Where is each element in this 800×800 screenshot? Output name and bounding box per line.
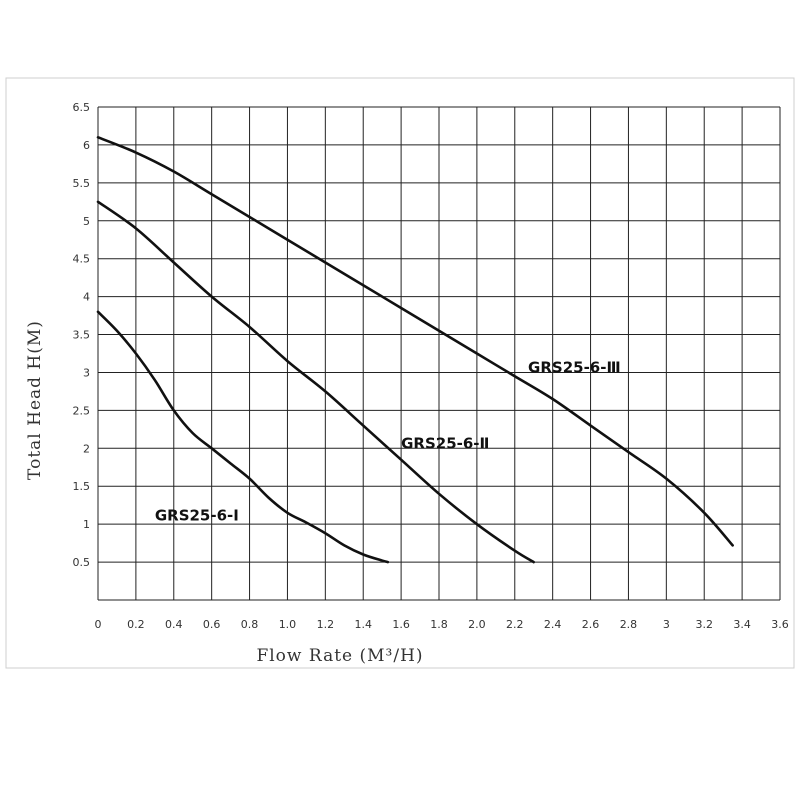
series-labels: GRS25-6-Ⅰ GRS25-6-Ⅱ GRS25-6-Ⅲ xyxy=(155,358,621,524)
y-tick-label: 5 xyxy=(83,215,90,228)
y-tick-label: 2 xyxy=(83,442,90,455)
y-tick-label: 4.5 xyxy=(73,253,91,266)
y-tick-label: 6 xyxy=(83,139,90,152)
x-tick-label: 3.6 xyxy=(771,618,789,631)
y-tick-labels: 6.5 6 5.5 5 4.5 4 3.5 3 2.5 2 1.5 1 0.5 xyxy=(73,101,91,569)
x-tick-label: 0.8 xyxy=(241,618,259,631)
x-tick-label: 3 xyxy=(663,618,670,631)
series-label-2: GRS25-6-Ⅱ xyxy=(401,434,489,452)
x-tick-label: 2.0 xyxy=(468,618,486,631)
y-tick-label: 6.5 xyxy=(73,101,91,114)
x-tick-label: 0.4 xyxy=(165,618,183,631)
x-tick-label: 3.4 xyxy=(733,618,751,631)
x-tick-label: 1.8 xyxy=(430,618,448,631)
series-curve-1 xyxy=(96,310,390,564)
x-tick-label: 2.8 xyxy=(620,618,638,631)
x-tick-label: 0 xyxy=(95,618,102,631)
x-tick-label: 0.2 xyxy=(127,618,145,631)
y-tick-label: 3.5 xyxy=(73,329,91,342)
x-tick-label: 1.4 xyxy=(354,618,372,631)
series-label-1: GRS25-6-Ⅰ xyxy=(155,506,239,524)
series-label-3: GRS25-6-Ⅲ xyxy=(528,358,621,376)
x-tick-label: 2.2 xyxy=(506,618,524,631)
x-tick-label: 1.6 xyxy=(392,618,410,631)
curves xyxy=(96,136,734,564)
y-axis-label: Total Head H(M) xyxy=(25,320,45,480)
series-curve-3 xyxy=(96,136,734,547)
x-tick-label: 2.6 xyxy=(582,618,600,631)
y-tick-label: 1 xyxy=(83,518,90,531)
y-tick-label: 5.5 xyxy=(73,177,91,190)
y-tick-label: 0.5 xyxy=(73,556,91,569)
x-tick-label: 1.2 xyxy=(317,618,335,631)
y-tick-label: 4 xyxy=(83,291,90,304)
x-tick-label: 3.2 xyxy=(695,618,713,631)
x-tick-label: 1.0 xyxy=(279,618,297,631)
x-axis-label: Flow Rate (M³/H) xyxy=(256,646,423,666)
x-tick-label: 2.4 xyxy=(544,618,562,631)
y-tick-label: 3 xyxy=(83,366,90,379)
series-curve-2 xyxy=(96,200,536,564)
x-tick-label: 0.6 xyxy=(203,618,221,631)
grid xyxy=(97,106,781,601)
x-tick-labels: 0 0.2 0.4 0.6 0.8 1.0 1.2 1.4 1.6 1.8 2.0 2.2 2.4 2.6… xyxy=(95,618,789,631)
y-tick-label: 1.5 xyxy=(73,480,91,493)
chart-frame xyxy=(5,77,795,669)
y-tick-label: 2.5 xyxy=(73,404,91,417)
